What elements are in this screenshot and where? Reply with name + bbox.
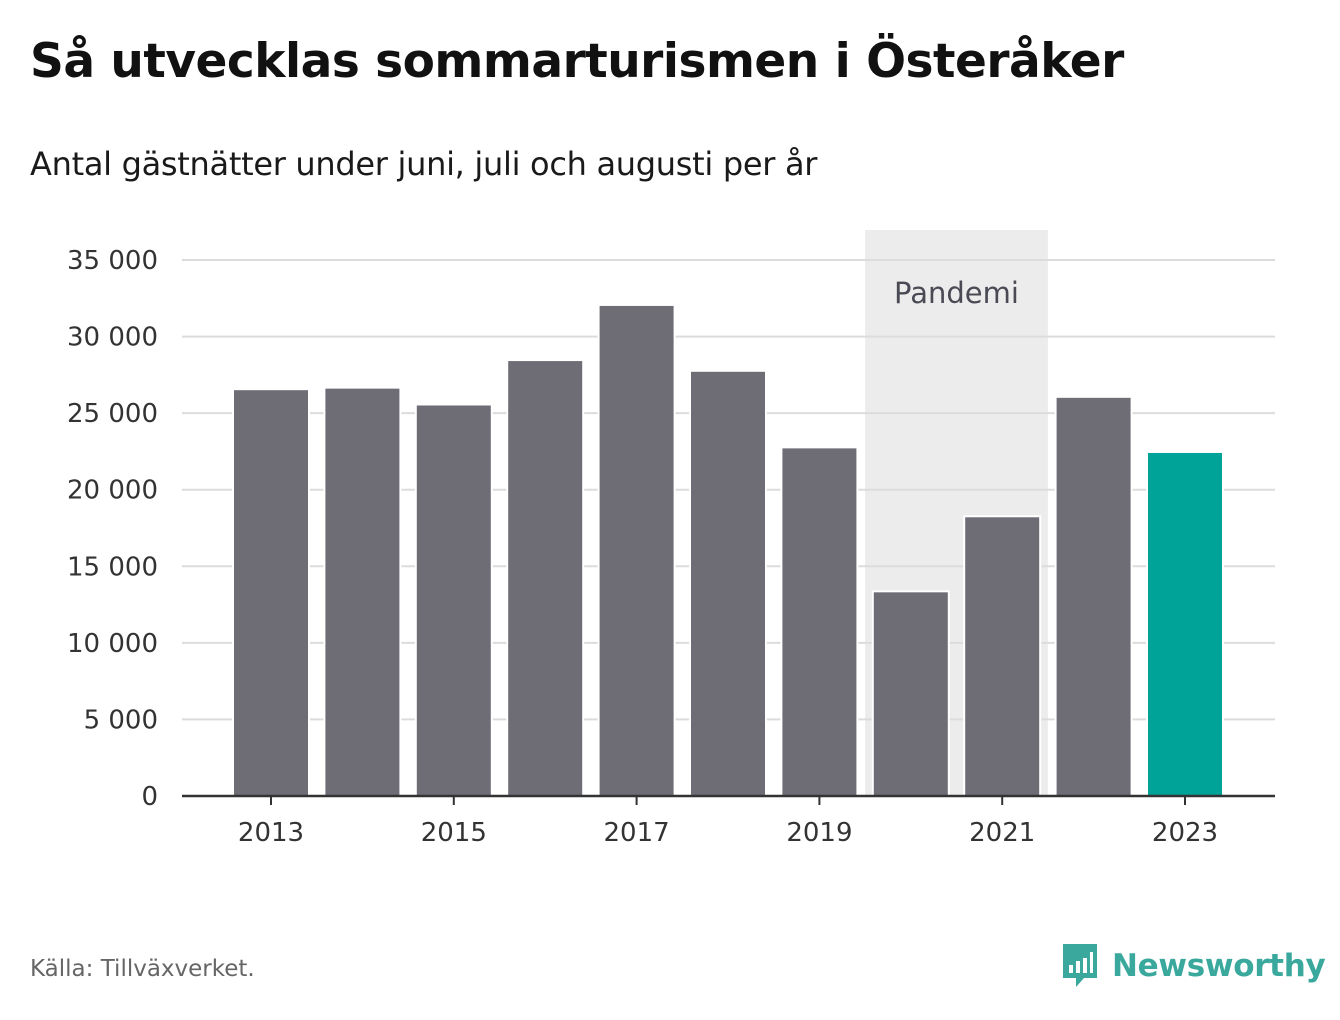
chart-subtitle: Antal gästnätter under juni, juli och au…	[30, 145, 818, 183]
brand-logo: Newsworthy	[1060, 940, 1326, 992]
y-tick-label: 10 000	[67, 629, 158, 659]
bar-2023	[1148, 452, 1222, 796]
bars	[232, 303, 1224, 796]
newsworthy-logo-icon	[1063, 944, 1097, 987]
x-tick-label: 2019	[786, 818, 852, 848]
y-tick-label: 30 000	[67, 323, 158, 353]
pandemic-band-label: Pandemi	[894, 276, 1019, 310]
y-tick-label: 0	[141, 782, 158, 812]
brand-name: Newsworthy	[1112, 948, 1326, 984]
x-tick-label: 2021	[969, 818, 1035, 848]
x-tick-label: 2015	[421, 818, 487, 848]
bar-2013	[234, 390, 308, 796]
y-tick-label: 25 000	[67, 399, 158, 429]
bar-2018	[691, 371, 765, 796]
bar-2019	[782, 448, 857, 796]
x-tick-label: 2023	[1152, 818, 1218, 848]
x-tick-label: 2017	[604, 818, 670, 848]
x-tick-label: 2013	[238, 818, 304, 848]
bar-2014	[325, 388, 400, 796]
bar-2020	[873, 592, 948, 796]
bar-2021	[965, 517, 1040, 796]
y-tick-label: 5 000	[84, 705, 158, 735]
bar-chart: Pandemi 0 5 000 10 000 15 000 20 000 25 000 30…	[67, 230, 1275, 848]
axes: 2013 2015 2017 2019 2021 2023	[182, 794, 1275, 848]
y-tick-label: 20 000	[67, 476, 158, 506]
chart-title: Så utvecklas sommarturismen i Österåker	[30, 34, 1124, 89]
bar-2017	[599, 305, 674, 796]
bar-2016	[508, 361, 583, 796]
y-tick-label: 15 000	[67, 552, 158, 582]
bar-2015	[416, 405, 491, 796]
bar-2022	[1056, 397, 1131, 796]
source-note: Källa: Tillväxverket.	[30, 956, 255, 982]
y-tick-label: 35 000	[67, 246, 158, 276]
